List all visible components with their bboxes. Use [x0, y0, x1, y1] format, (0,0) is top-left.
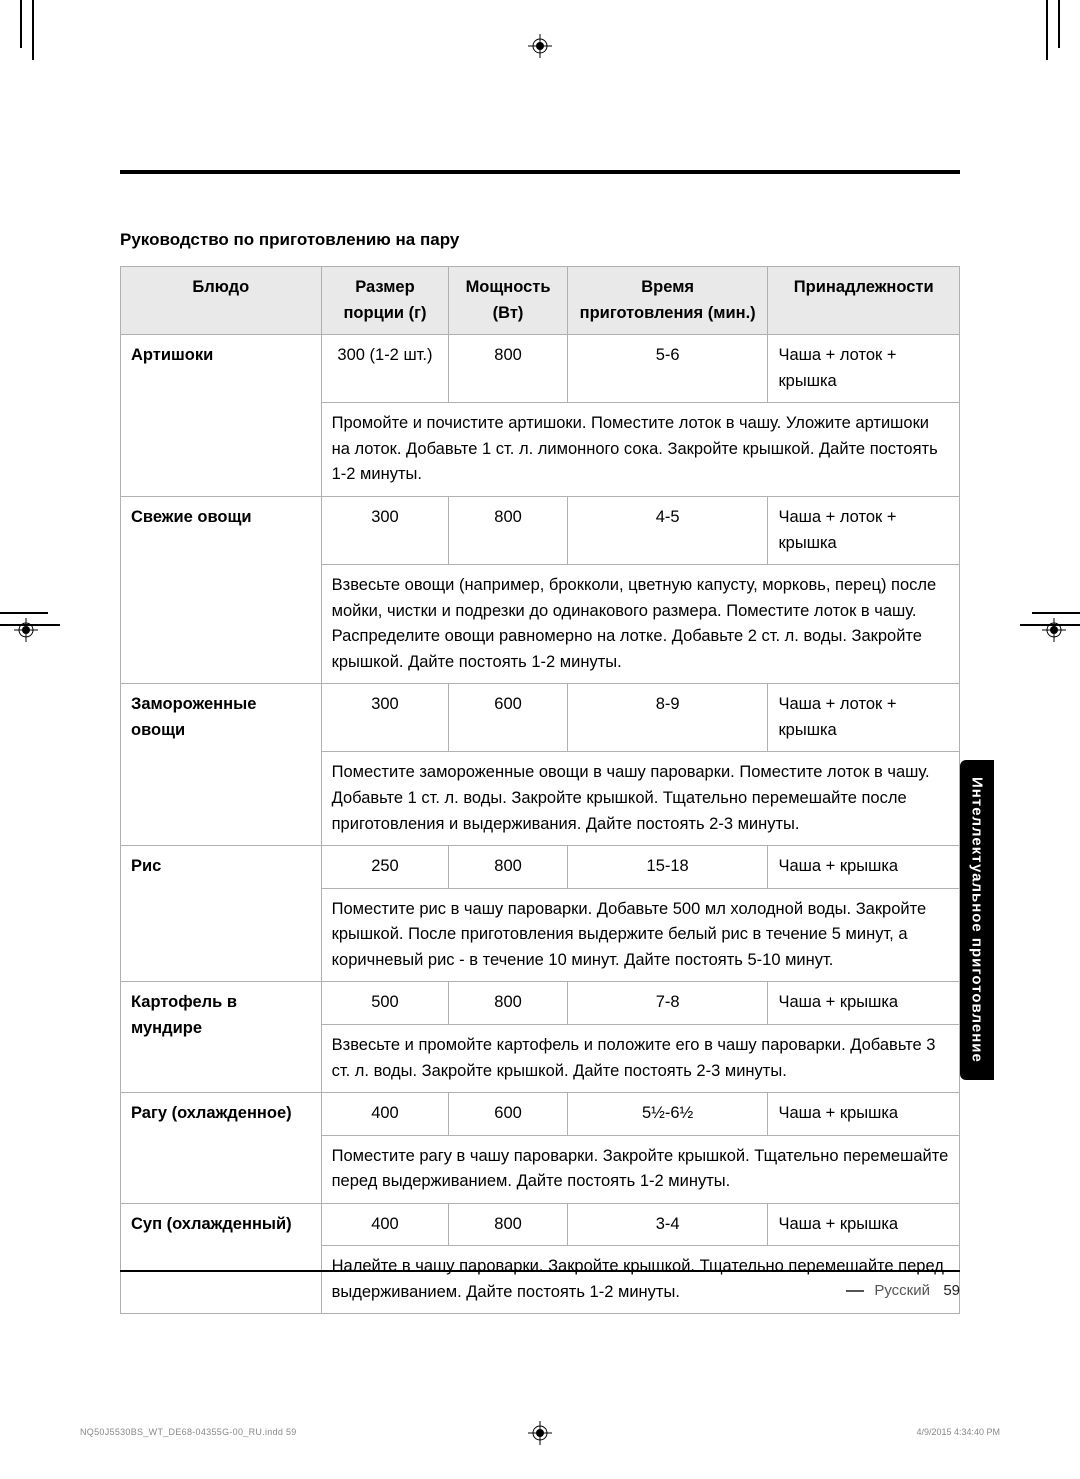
- cell-instructions: Взвесьте овощи (например, брокколи, цвет…: [321, 565, 959, 684]
- cell-time: 4-5: [567, 496, 768, 564]
- cell-time: 8-9: [567, 684, 768, 752]
- cell-dish: Артишоки: [121, 335, 322, 497]
- cell-accessories: Чаша + крышка: [768, 846, 960, 889]
- cell-instructions: Поместите замороженные овощи в чашу паро…: [321, 752, 959, 846]
- footer-dash: [846, 1290, 864, 1292]
- registration-mark-icon: [1042, 618, 1066, 642]
- header-size: Размер порции (г): [321, 267, 449, 335]
- cell-accessories: Чаша + крышка: [768, 1203, 960, 1246]
- cell-dish: Суп (охлажденный): [121, 1203, 322, 1314]
- cell-size: 400: [321, 1203, 449, 1246]
- header-time: Время приготовления (мин.): [567, 267, 768, 335]
- crop-mark: [1046, 0, 1048, 60]
- cell-power: 800: [449, 982, 568, 1025]
- imprint-timestamp: 4/9/2015 4:34:40 PM: [916, 1427, 1000, 1437]
- cell-instructions: Взвесьте и промойте картофель и положите…: [321, 1024, 959, 1092]
- table-row: Суп (охлажденный) 400 800 3-4 Чаша + кры…: [121, 1203, 960, 1246]
- crop-mark: [0, 612, 48, 614]
- cell-size: 400: [321, 1093, 449, 1136]
- steam-cooking-guide-table: Блюдо Размер порции (г) Мощность (Вт) Вр…: [120, 266, 960, 1314]
- cell-power: 800: [449, 1203, 568, 1246]
- cell-instructions: Поместите рис в чашу пароварки. Добавьте…: [321, 888, 959, 982]
- cell-dish: Рагу (охлажденное): [121, 1093, 322, 1204]
- section-title: Руководство по приготовлению на пару: [120, 230, 960, 250]
- table-row: Картофель в мундире 500 800 7-8 Чаша + к…: [121, 982, 960, 1025]
- header-rule: [120, 170, 960, 174]
- cell-time: 5-6: [567, 335, 768, 403]
- page: Руководство по приготовлению на пару Блю…: [0, 0, 1080, 1479]
- cell-power: 800: [449, 496, 568, 564]
- cell-accessories: Чаша + лоток + крышка: [768, 496, 960, 564]
- cell-size: 500: [321, 982, 449, 1025]
- registration-mark-icon: [528, 1421, 552, 1445]
- crop-mark: [20, 0, 22, 48]
- section-side-tab: Интеллектуальное приготовление: [960, 760, 994, 1080]
- cell-size: 300 (1-2 шт.): [321, 335, 449, 403]
- crop-mark: [1058, 0, 1060, 48]
- registration-mark-icon: [14, 618, 38, 642]
- cell-dish: Свежие овощи: [121, 496, 322, 683]
- imprint-filename: NQ50J5530BS_WT_DE68-04355G-00_RU.indd 59: [80, 1427, 297, 1437]
- cell-size: 300: [321, 496, 449, 564]
- cell-size: 300: [321, 684, 449, 752]
- footer-language: Русский: [874, 1282, 930, 1299]
- cell-dish: Рис: [121, 846, 322, 982]
- cell-accessories: Чаша + лоток + крышка: [768, 335, 960, 403]
- cell-power: 600: [449, 1093, 568, 1136]
- cell-dish: Замороженные овощи: [121, 684, 322, 846]
- header-power: Мощность (Вт): [449, 267, 568, 335]
- cell-accessories: Чаша + лоток + крышка: [768, 684, 960, 752]
- cell-size: 250: [321, 846, 449, 889]
- header-dish: Блюдо: [121, 267, 322, 335]
- content-area: Руководство по приготовлению на пару Блю…: [120, 230, 960, 1314]
- cell-dish: Картофель в мундире: [121, 982, 322, 1093]
- table-header-row: Блюдо Размер порции (г) Мощность (Вт) Вр…: [121, 267, 960, 335]
- table-row: Рис 250 800 15-18 Чаша + крышка: [121, 846, 960, 889]
- table-row: Свежие овощи 300 800 4-5 Чаша + лоток + …: [121, 496, 960, 564]
- cell-instructions: Поместите рагу в чашу пароварки. Закройт…: [321, 1135, 959, 1203]
- cell-power: 800: [449, 335, 568, 403]
- section-side-tab-label: Интеллектуальное приготовление: [969, 777, 986, 1063]
- table-row: Рагу (охлажденное) 400 600 5½-6½ Чаша + …: [121, 1093, 960, 1136]
- crop-mark: [1032, 612, 1080, 614]
- header-accessories: Принадлежности: [768, 267, 960, 335]
- cell-accessories: Чаша + крышка: [768, 1093, 960, 1136]
- table-row: Замороженные овощи 300 600 8-9 Чаша + ло…: [121, 684, 960, 752]
- cell-power: 600: [449, 684, 568, 752]
- cell-instructions: Налейте в чашу пароварки. Закройте крышк…: [321, 1246, 959, 1314]
- cell-time: 7-8: [567, 982, 768, 1025]
- cell-time: 15-18: [567, 846, 768, 889]
- footer-page-number: 59: [943, 1282, 960, 1299]
- registration-mark-icon: [528, 34, 552, 58]
- table-row: Артишоки 300 (1-2 шт.) 800 5-6 Чаша + ло…: [121, 335, 960, 403]
- cell-time: 5½-6½: [567, 1093, 768, 1136]
- footer-rule: [120, 1270, 960, 1272]
- cell-instructions: Промойте и почистите артишоки. Поместите…: [321, 403, 959, 497]
- crop-mark: [32, 0, 34, 60]
- cell-accessories: Чаша + крышка: [768, 982, 960, 1025]
- cell-power: 800: [449, 846, 568, 889]
- cell-time: 3-4: [567, 1203, 768, 1246]
